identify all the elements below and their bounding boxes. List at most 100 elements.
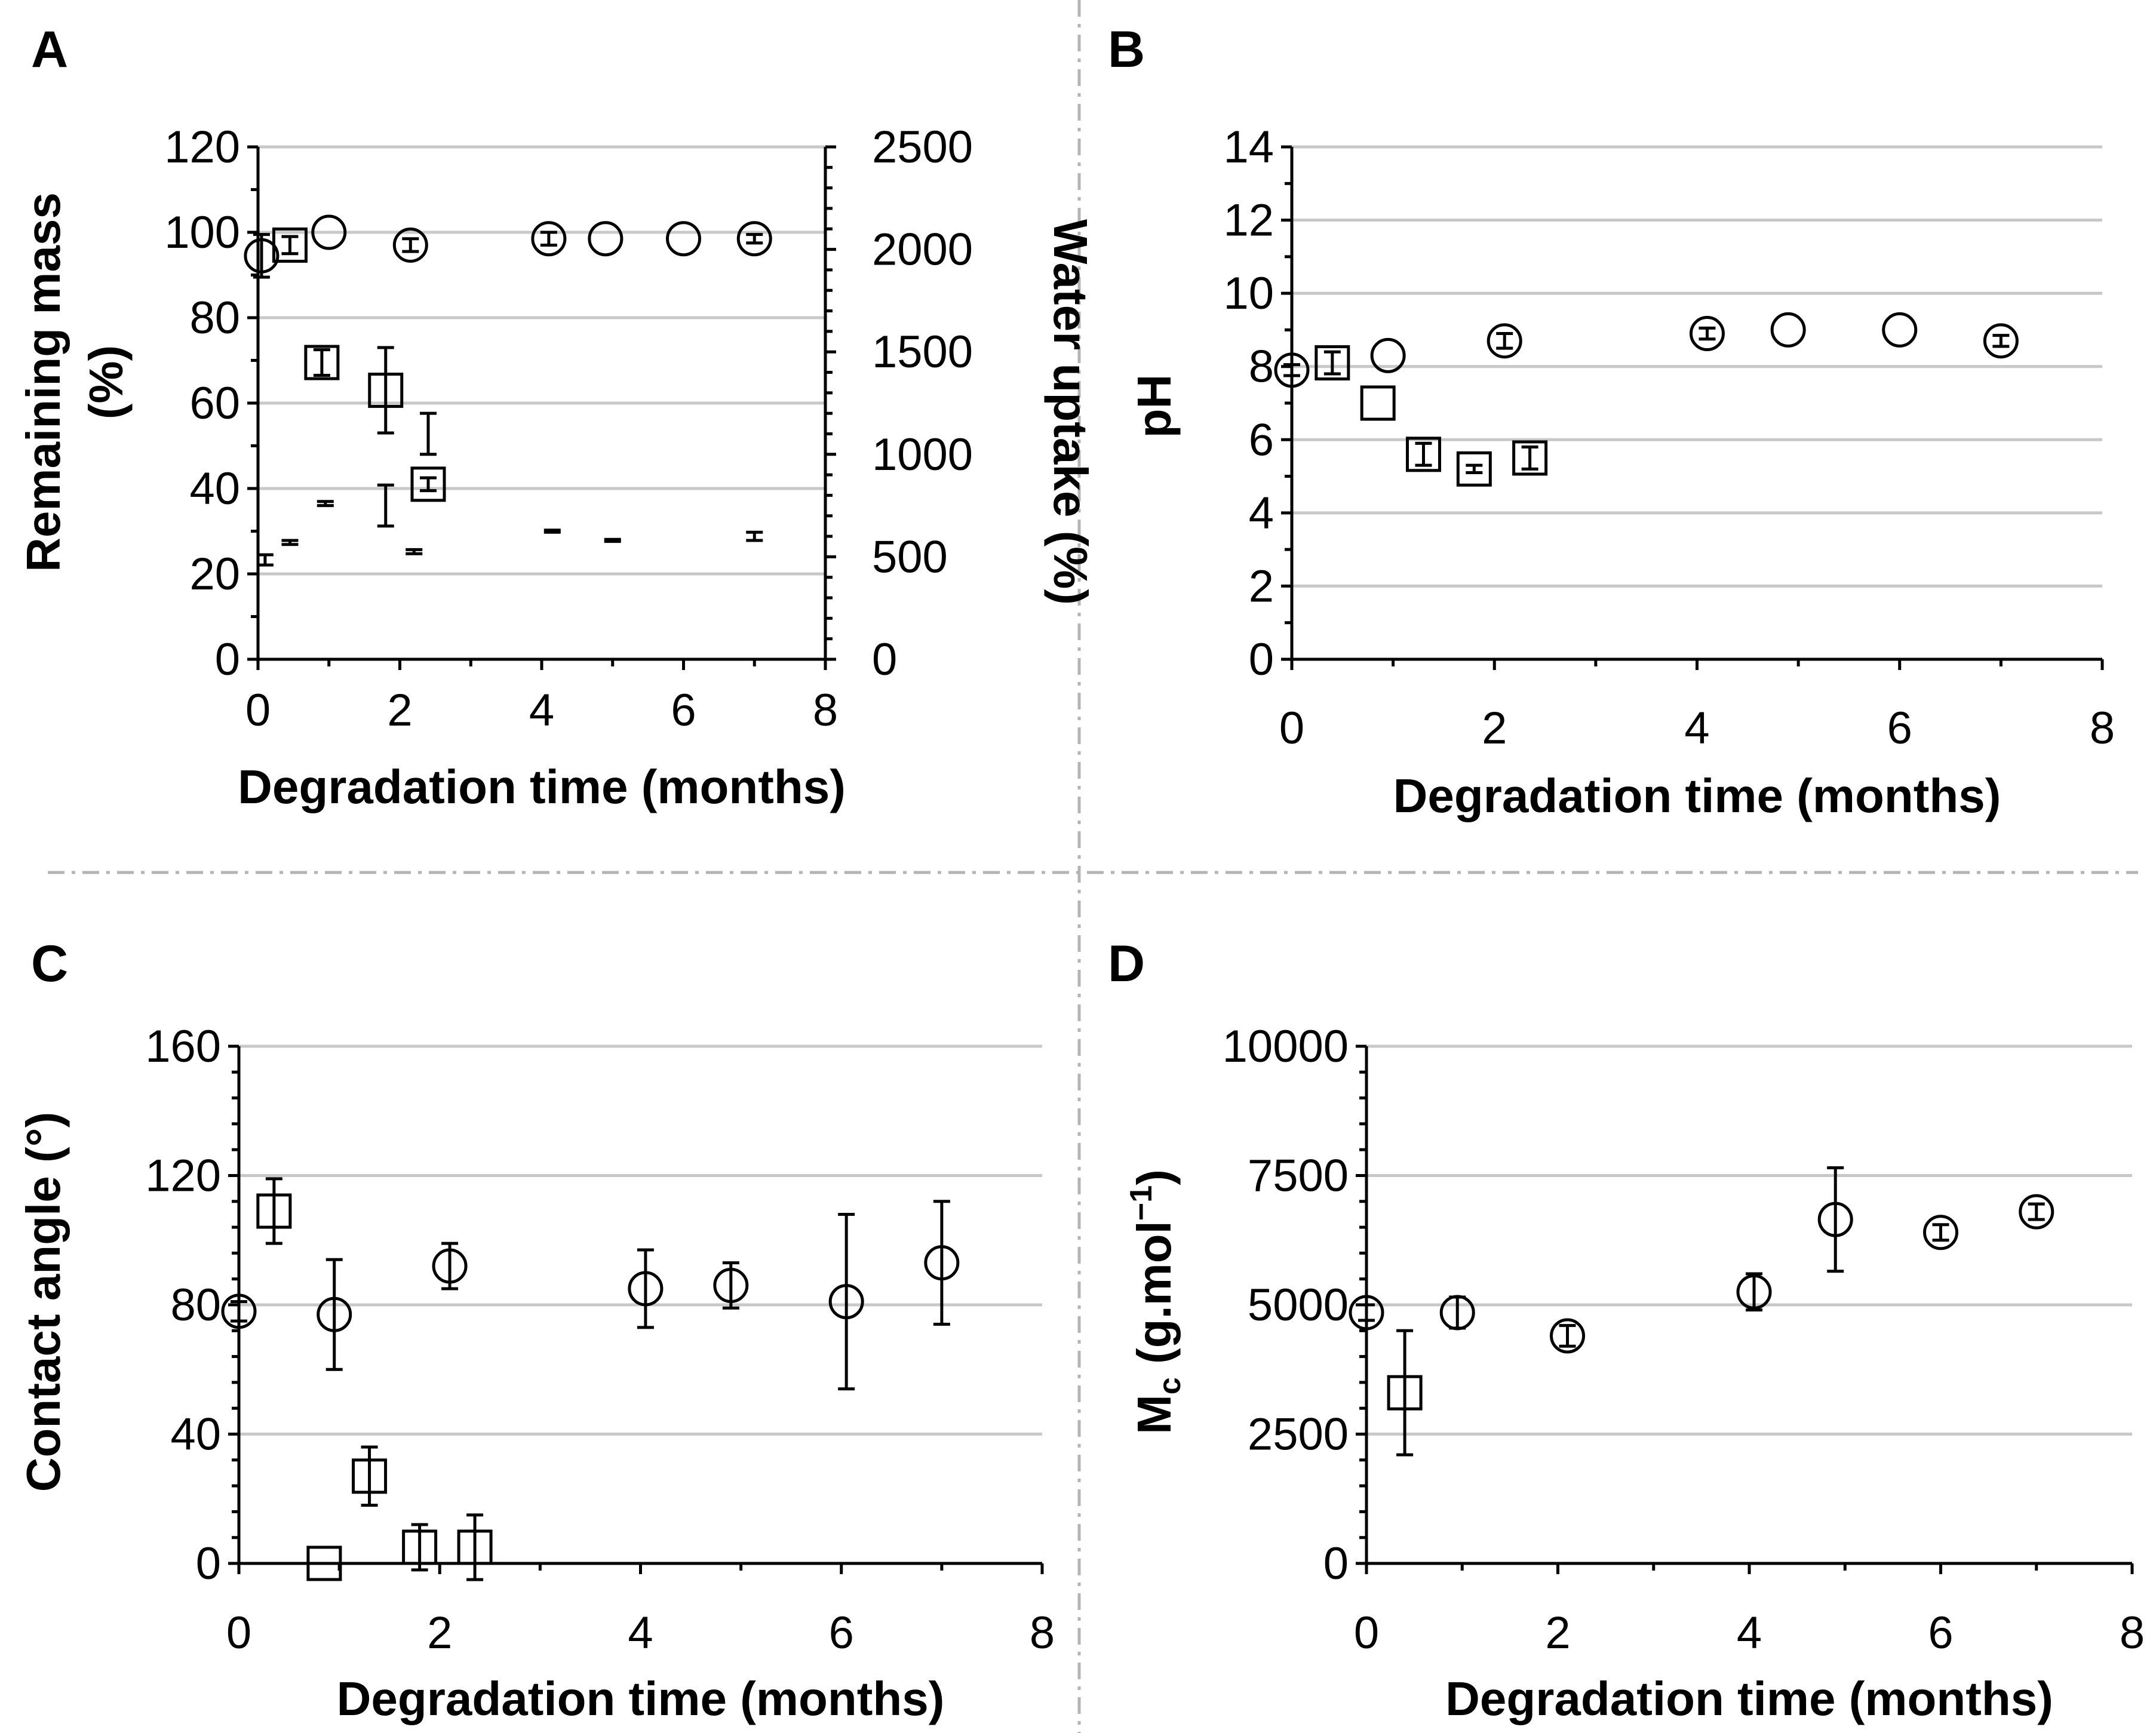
ph-circle-point — [1689, 316, 1725, 352]
panel-c-y-axis-title: Contact angle (°) — [17, 1112, 70, 1492]
panel-a-y-tick-label: 100 — [164, 207, 240, 258]
panel-b-x-tick-label: 8 — [2090, 703, 2115, 754]
panel-c-y-tick-label: 120 — [145, 1151, 221, 1202]
panel-c-x-axis-title: Degradation time (months) — [337, 1672, 945, 1725]
panel-b-x-axis-title: Degradation time (months) — [1393, 769, 2001, 822]
contact-angle-circle-point — [628, 1271, 664, 1307]
panel-a-y-tick-label: 40 — [189, 463, 240, 514]
contact-angle-square-point — [352, 1458, 388, 1494]
contact-angle-circle-point — [924, 1245, 960, 1281]
panel-a-y-tick-label: 60 — [189, 378, 240, 429]
panel-d-y-tick-label: 0 — [1323, 1538, 1349, 1589]
panel-c-x-tick-label: 4 — [628, 1608, 653, 1658]
panel-d-y-axis-title-part: ) — [1128, 1169, 1181, 1185]
panel-d-y-tick-label: 5000 — [1248, 1280, 1349, 1331]
panel-c-y-tick-label: 40 — [170, 1409, 221, 1460]
panel-a-y-tick-label: 120 — [164, 122, 240, 173]
panel-c-x-tick-label: 2 — [427, 1608, 452, 1658]
remaining-mass-square-point — [304, 345, 340, 380]
panel-a-x-tick-label: 6 — [671, 685, 696, 736]
panel-d-x-tick-label: 0 — [1354, 1608, 1379, 1658]
panel-b-x-tick-label: 2 — [1482, 703, 1507, 754]
panel-c-x-tick-label: 8 — [1030, 1608, 1055, 1658]
panel-a-x-axis-title: Degradation time (months) — [238, 760, 846, 813]
contact-angle-circle-point — [221, 1293, 257, 1329]
panel-letter-c: C — [31, 935, 68, 993]
ph-circle-point — [1370, 337, 1406, 373]
panel-a-x-tick-label: 0 — [245, 685, 271, 736]
panel-b-y-tick-label: 0 — [1249, 634, 1274, 685]
panel-a-y2-tick-label: 2500 — [872, 122, 973, 173]
ph-square-point — [1456, 451, 1492, 487]
remaining-mass-circle-point — [392, 227, 428, 263]
panel-b-y-tick-label: 4 — [1249, 488, 1274, 539]
panel-d-y-axis-title-part: (g.mol — [1128, 1221, 1181, 1377]
contact-angle-circle-point — [432, 1248, 468, 1284]
panel-a-x-tick-label: 4 — [529, 685, 554, 736]
panel-b-y-tick-label: 8 — [1249, 342, 1274, 392]
panel-d-y-tick-label: 10000 — [1223, 1021, 1349, 1072]
panel-c-y-tick-label: 80 — [170, 1280, 221, 1331]
panel-a-y-tick-label: 0 — [215, 634, 240, 685]
ph-square-point — [1406, 437, 1442, 472]
panel-d-y-axis-title-part: c — [1153, 1377, 1187, 1394]
ph-circle-point — [1274, 352, 1310, 388]
panel-b-y-tick-label: 10 — [1223, 268, 1274, 319]
ph-circle-point — [1770, 312, 1806, 348]
panel-d-x-tick-label: 4 — [1737, 1608, 1762, 1658]
panel-a-y-tick-label: 80 — [189, 293, 240, 343]
panel-letter-a: A — [31, 21, 68, 78]
contact-angle-square-point — [457, 1529, 493, 1565]
mc-circle-point — [1349, 1295, 1384, 1331]
panel-a-y2-tick-label: 0 — [872, 634, 897, 685]
panel-a-y2-tick-label: 1000 — [872, 429, 973, 480]
ph-circle-point — [1983, 323, 2019, 359]
panel-b-x-tick-label: 6 — [1887, 703, 1912, 754]
panel-a-y-axis-title: Remaining mass — [17, 192, 70, 572]
panel-letter-b: B — [1108, 21, 1145, 78]
panel-b-y-tick-label: 12 — [1223, 195, 1274, 246]
remaining-mass-circle-point — [736, 221, 772, 257]
mc-circle-point — [1923, 1215, 1958, 1250]
mc-square-point — [1387, 1375, 1423, 1411]
contact-angle-circle-point — [317, 1296, 352, 1332]
panel-b-y-tick-label: 14 — [1223, 122, 1274, 173]
remaining-mass-square-point — [410, 466, 446, 502]
ph-square-point — [1512, 440, 1548, 476]
panel-d-x-tick-label: 6 — [1928, 1608, 1953, 1658]
panel-d-x-tick-label: 8 — [2120, 1608, 2145, 1658]
ph-circle-point — [1882, 312, 1918, 348]
contact-angle-square-point — [402, 1529, 438, 1565]
panel-c-y-tick-label: 0 — [196, 1538, 221, 1589]
panel-c: 0 40 80 120 160 0 2 4 6 8 Degradation time (months… — [17, 1021, 1055, 1725]
panel-b-x-tick-label: 4 — [1684, 703, 1709, 754]
panel-a-y-tick-label: 20 — [189, 549, 240, 600]
panel-d-x-tick-label: 2 — [1545, 1608, 1570, 1658]
mc-circle-point — [1439, 1295, 1475, 1331]
mc-circle-point — [1550, 1318, 1586, 1354]
panel-d-x-axis-title: Degradation time (months) — [1445, 1672, 2053, 1725]
remaining-mass-circle-point — [588, 221, 624, 257]
panel-b: 0 2 4 6 8 10 12 14 0 2 4 6 8 Degradation time (months… — [1128, 122, 2115, 822]
panel-c-y-tick-label: 160 — [145, 1021, 221, 1072]
ph-circle-point — [1487, 323, 1522, 359]
panel-a-y2-tick-label: 2000 — [872, 225, 973, 275]
mc-circle-point — [2019, 1194, 2054, 1230]
panel-d-y-axis-title-part: M — [1128, 1394, 1181, 1434]
remaining-mass-circle-point — [666, 221, 701, 257]
contact-angle-circle-point — [828, 1284, 864, 1320]
panel-b-x-tick-label: 0 — [1279, 703, 1304, 754]
panel-a-x-tick-label: 2 — [387, 685, 412, 736]
panel-a-y2-axis-title: Water uptake (%) — [1044, 219, 1097, 605]
contact-angle-square-point — [306, 1545, 342, 1581]
panel-d: 0 2500 5000 7500 10000 0 2 4 6 8 Degradation time … — [1124, 1021, 2145, 1725]
contact-angle-square-point — [256, 1193, 292, 1229]
panel-b-y-tick-label: 2 — [1249, 561, 1274, 612]
panel-a: 0 20 40 60 80 100 120 0 500 1000 1500 2000 2500 0 2 4 6 8… — [17, 122, 1097, 813]
panel-a-y-axis-title: (%) — [79, 345, 133, 419]
remaining-mass-circle-point — [311, 214, 347, 250]
ph-square-point — [1360, 385, 1396, 421]
panel-b-y-tick-label: 6 — [1249, 414, 1274, 465]
remaining-mass-square-point — [272, 227, 308, 263]
panel-d-y-axis-title: Mc (g.mol−1) — [1124, 1169, 1187, 1434]
